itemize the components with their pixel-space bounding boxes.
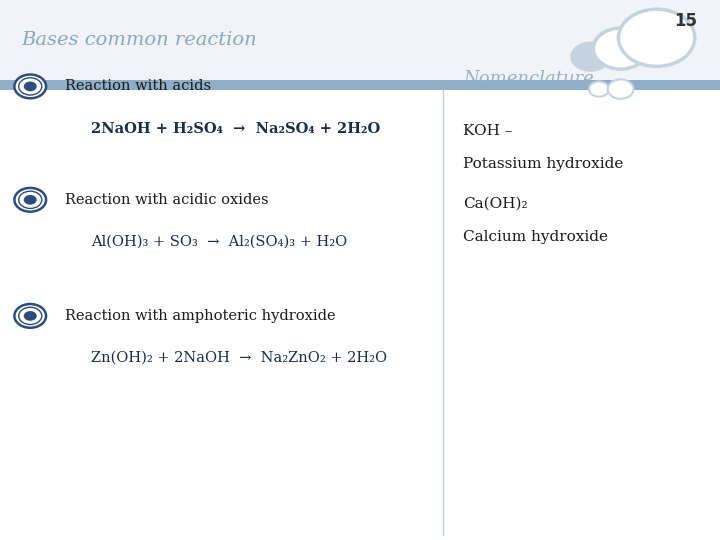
Circle shape [608, 79, 634, 99]
Text: Calcium hydroxide: Calcium hydroxide [463, 230, 608, 244]
Text: Reaction with acidic oxides: Reaction with acidic oxides [65, 193, 269, 207]
Bar [0, 0, 720, 80]
Circle shape [589, 82, 609, 97]
Circle shape [24, 82, 37, 91]
Circle shape [24, 311, 37, 321]
Text: Reaction with acids: Reaction with acids [65, 79, 211, 93]
Circle shape [618, 9, 695, 66]
Circle shape [570, 42, 611, 72]
Circle shape [14, 75, 46, 98]
Text: Nomenclature: Nomenclature [463, 70, 594, 88]
Circle shape [14, 188, 46, 212]
Circle shape [593, 28, 648, 69]
Text: KOH –: KOH – [463, 124, 513, 138]
Text: 15: 15 [674, 12, 697, 30]
Text: Ca(OH)₂: Ca(OH)₂ [463, 197, 528, 211]
Text: Bases common reaction: Bases common reaction [22, 31, 257, 49]
Bar [0, 80, 720, 90]
Text: Potassium hydroxide: Potassium hydroxide [463, 157, 624, 171]
Circle shape [24, 195, 37, 205]
Text: Zn(OH)₂ + 2NaOH  →  Na₂ZnO₂ + 2H₂O: Zn(OH)₂ + 2NaOH → Na₂ZnO₂ + 2H₂O [91, 351, 387, 365]
Text: 2NaOH + H₂SO₄  →  Na₂SO₄ + 2H₂O: 2NaOH + H₂SO₄ → Na₂SO₄ + 2H₂O [91, 122, 381, 136]
Text: Al(OH)₃ + SO₃  →  Al₂(SO₄)₃ + H₂O: Al(OH)₃ + SO₃ → Al₂(SO₄)₃ + H₂O [91, 235, 348, 249]
Circle shape [14, 304, 46, 328]
Text: Reaction with amphoteric hydroxide: Reaction with amphoteric hydroxide [65, 309, 336, 323]
